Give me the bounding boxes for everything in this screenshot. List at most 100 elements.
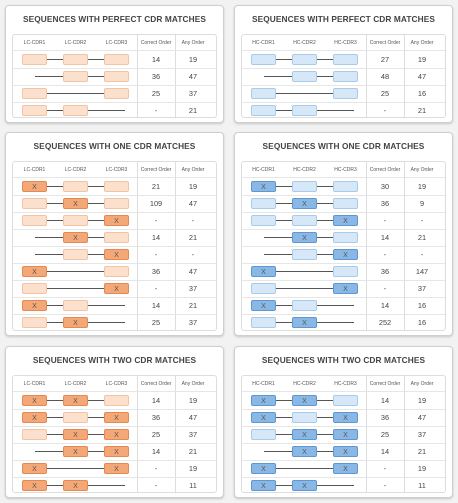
hc-cdr3-box [333,266,358,277]
lc-cdr2-match-box: X [63,395,88,406]
lc-cdr3-box [104,198,129,209]
lc-cdr2-match-box: X [63,429,88,440]
lc-cdr3-box [104,181,129,192]
lc-cdr2-box [63,300,88,311]
hc-cdr2-box [292,412,317,423]
cdr-table: HC-CDR1 HC-CDR2 HC-CDR3 Correct Order Any Or… [241,161,446,331]
row-divider [242,246,445,247]
row-divider [242,409,445,410]
correct-order-value: - [383,216,387,225]
hc-cdr1-box [251,317,276,328]
hc-cdr1-match-box: X [251,266,276,277]
column-header: Any Order [410,40,434,46]
column-header: LC-CDR1 [23,167,46,173]
any-order-value: 16 [417,301,427,310]
hc-cdr1-match-box: X [251,463,276,474]
hc-cdr3-box [333,395,358,406]
table-row: X 30 19 [242,178,445,195]
lc-cdr2-match-box: X [63,480,88,491]
column-header: HC-CDR2 [293,40,316,46]
column-header: HC-CDR2 [293,381,316,387]
cdr-connector [34,288,117,289]
row-divider [13,460,216,461]
column-header: Correct Order [140,381,172,387]
table-row: X X 36 47 [242,409,445,426]
lc-cdr2-box [63,215,88,226]
lc-cdr2-box [63,181,88,192]
header-divider [242,391,445,392]
correct-order-value: - [154,284,158,293]
lc-cdr3-box [104,266,129,277]
any-order-value: 19 [417,396,427,405]
any-order-value: 21 [188,447,198,456]
hc-cdr2-match-box: X [292,429,317,440]
panel-title: SEQUENCES WITH ONE CDR MATCHES [262,141,425,151]
hc-cdr1-match-box: X [251,480,276,491]
column-header: LC-CDR2 [64,40,87,46]
hc-cdr3-match-box: X [333,429,358,440]
hc-cdr2-box [292,71,317,82]
table-row: X 252 16 [242,314,445,331]
row-divider [242,460,445,461]
column-divider [366,376,367,492]
lc-cdr1-match-box: X [22,266,47,277]
column-header: HC-CDR3 [334,381,357,387]
correct-order-value: 109 [149,199,163,208]
column-header: LC-CDR1 [23,40,46,46]
hc-cdr2-match-box: X [292,317,317,328]
correct-order-value: 36 [380,413,390,422]
correct-order-value: 252 [378,318,392,327]
correct-order-value: 25 [151,318,161,327]
panel-hc-3: SEQUENCES WITH ONE CDR MATCHES HC-CDR1 HC-… [234,132,453,336]
correct-order-value: 48 [380,72,390,81]
table-row: X-- [242,246,445,263]
hc-cdr2-box [292,249,317,260]
table-row: X X 14 19 [242,392,445,409]
table-row: 27 19 [242,51,445,68]
any-order-value: 37 [188,430,198,439]
lc-cdr3-box [104,71,129,82]
panel-title: SEQUENCES WITH PERFECT CDR MATCHES [22,14,207,24]
column-header: Correct Order [140,40,172,46]
hc-cdr3-match-box: X [333,412,358,423]
lc-cdr3-match-box: X [104,283,129,294]
lc-cdr1-box [22,429,47,440]
any-order-value: 19 [188,55,198,64]
row-divider [242,68,445,69]
row-divider [13,68,216,69]
correct-order-value: 14 [151,447,161,456]
row-divider [242,297,445,298]
column-divider [137,35,138,117]
header-divider [242,177,445,178]
lc-cdr1-box [22,215,47,226]
column-header: Any Order [181,40,205,46]
correct-order-value: 14 [380,233,390,242]
row-divider [242,102,445,103]
any-order-value: 19 [417,182,427,191]
hc-cdr3-match-box: X [333,249,358,260]
correct-order-value: - [383,250,387,259]
column-header: LC-CDR3 [105,40,128,46]
hc-cdr3-box [333,181,358,192]
lc-cdr3-box [104,88,129,99]
lc-cdr2-match-box: X [63,232,88,243]
any-order-value: 21 [188,233,198,242]
hc-cdr1-box [251,105,276,116]
column-header: HC-CDR2 [293,167,316,173]
hc-cdr3-match-box: X [333,446,358,457]
hc-cdr2-match-box: X [292,198,317,209]
any-order-value: 11 [418,481,426,490]
hc-cdr2-box [292,300,317,311]
table-row: X-- [242,212,445,229]
cdr-connector [34,93,117,94]
hc-cdr1-box [251,283,276,294]
hc-cdr1-box [251,215,276,226]
table-row: X-- [13,246,216,263]
any-order-value: 19 [188,464,198,473]
correct-order-value: - [383,106,387,115]
table-row: X X 14 19 [13,392,216,409]
column-header: LC-CDR1 [23,381,46,387]
any-order-value: 37 [417,430,427,439]
column-header: Correct Order [369,167,401,173]
row-divider [13,280,216,281]
